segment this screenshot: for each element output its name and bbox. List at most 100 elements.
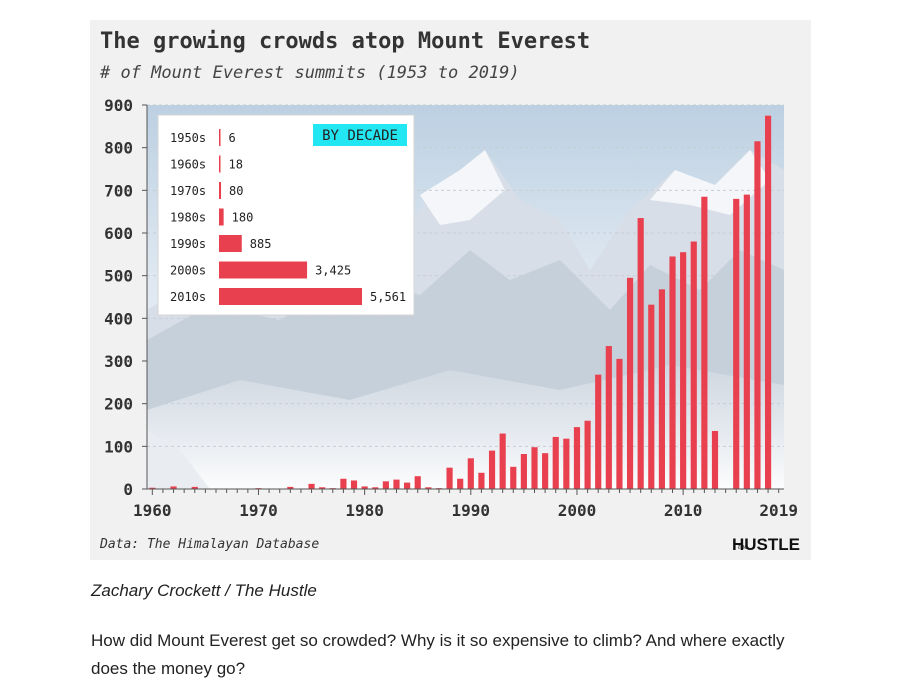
inset-value-label: 5,561	[370, 290, 406, 304]
bar-1984	[404, 482, 411, 489]
bar-2010	[680, 252, 687, 489]
bar-1973	[287, 486, 294, 489]
bar-2005	[626, 277, 634, 489]
y-tick-label: 600	[104, 224, 133, 243]
inset-value-label: 885	[250, 237, 272, 251]
inset-category-label: 1950s	[170, 131, 206, 145]
inset-title-bg	[313, 124, 407, 146]
bar-1975	[308, 483, 315, 489]
bar-2011	[690, 241, 697, 489]
bar-1996	[531, 447, 538, 489]
bar-1994	[510, 466, 517, 489]
inset-value-label: 18	[229, 158, 243, 172]
inset-value-label: 3,425	[315, 264, 351, 278]
bar-1964	[191, 486, 198, 489]
bar-2017	[754, 141, 761, 489]
x-tick-label: 2019	[759, 501, 798, 520]
bar-2009	[669, 256, 676, 489]
bar-2000	[573, 427, 581, 489]
inset-bar-2010s	[219, 288, 362, 305]
inset-value-label: 180	[232, 211, 254, 225]
y-tick-label: 500	[104, 267, 133, 286]
logo-wordmark: HUSTLE	[732, 535, 800, 554]
bar-1990	[467, 458, 474, 489]
bar-1992	[488, 450, 496, 489]
x-tick-label: 1980	[345, 501, 384, 520]
bar-1960	[149, 487, 156, 489]
y-tick-label: 0	[123, 480, 133, 499]
data-source: Data: The Himalayan Database	[99, 537, 319, 552]
inset-category-label: 1980s	[170, 211, 206, 225]
bar-1988	[446, 467, 453, 489]
bar-1962	[170, 486, 177, 489]
bar-1981	[372, 487, 379, 489]
inset-category-label: 2000s	[170, 264, 206, 278]
x-axis: 1960 1970 1980 1990 2000 2010 2019	[133, 488, 798, 520]
inset-bar-1960s	[219, 155, 221, 173]
bar-1976	[319, 487, 326, 489]
bar-2003	[605, 346, 612, 489]
logo-prefix: the	[738, 542, 748, 551]
hustle-logo: the HUSTLE	[732, 535, 800, 554]
article-paragraph: How did Mount Everest get so crowded? Wh…	[91, 631, 785, 678]
gridlines	[147, 104, 784, 447]
bar-2006	[637, 218, 644, 490]
bar-2002	[595, 374, 602, 489]
mountain-background	[147, 105, 784, 489]
y-tick-label: 800	[104, 139, 133, 158]
inset-category-label: 1960s	[170, 158, 206, 172]
bar-1999	[563, 438, 570, 489]
inset-bar-1980s	[219, 208, 224, 226]
image-caption: Zachary Crockett / The Hustle	[91, 581, 317, 600]
x-tick-label: 1960	[133, 501, 172, 520]
bar-1985	[414, 476, 421, 489]
inset-category-label: 1970s	[170, 184, 206, 198]
bar-1989	[457, 478, 464, 489]
inset-bar-series: 1950s 6 1960s 18 1970s 80 1980s 180 1990s 885 2000…	[170, 129, 406, 305]
bar-2013	[711, 430, 719, 489]
everest-summits-chart: 0 100 200 300 400 500 600 700 800 900 1960 1970 198…	[99, 29, 800, 554]
x-tick-label: 2010	[664, 501, 703, 520]
y-tick-label: 400	[104, 309, 133, 328]
inset-bar-1970s	[219, 182, 222, 199]
chart-figure: 0 100 200 300 400 500 600 700 800 900 1960 1970 198…	[90, 20, 811, 560]
y-tick-label: 900	[104, 96, 133, 115]
bar-1983	[393, 479, 400, 489]
bar-1982	[382, 481, 389, 489]
y-tick-label: 100	[104, 437, 133, 456]
bar-2004	[616, 358, 623, 489]
bar-2015	[733, 198, 740, 489]
inset-category-label: 2010s	[170, 290, 206, 304]
bar-2001	[584, 420, 591, 489]
inset-category-label: 1990s	[170, 237, 206, 251]
x-tick-label: 1990	[452, 501, 491, 520]
inset-bar-2000s	[219, 261, 308, 279]
bar-1978	[340, 478, 347, 489]
inset-bar-1950s	[219, 129, 221, 146]
inset-value-label: 6	[229, 131, 236, 145]
bar-series	[149, 115, 772, 490]
inset-bar-1990s	[219, 235, 242, 252]
bar-2016	[743, 194, 750, 489]
bar-1979	[350, 480, 358, 489]
x-tick-label: 1970	[239, 501, 278, 520]
y-tick-label: 700	[104, 181, 133, 200]
bar-1995	[520, 454, 527, 489]
bar-1980	[361, 486, 368, 489]
bar-1991	[478, 472, 485, 489]
bar-2018	[764, 115, 772, 490]
bar-1998	[552, 436, 559, 489]
bar-1986	[425, 487, 432, 489]
chart-title: The growing crowds atop Mount Everest	[100, 29, 590, 54]
bar-2008	[658, 289, 665, 489]
bar-2012	[701, 196, 708, 489]
x-tick-label: 2000	[558, 501, 597, 520]
bar-2007	[648, 304, 655, 489]
y-tick-label: 200	[104, 395, 133, 414]
y-tick-label: 300	[104, 352, 133, 371]
bar-1997	[542, 453, 549, 489]
bar-1993	[499, 433, 506, 489]
chart-subtitle: # of Mount Everest summits (1953 to 2019…	[99, 63, 520, 83]
y-axis: 0 100 200 300 400 500 600 700 800 900	[104, 96, 148, 499]
